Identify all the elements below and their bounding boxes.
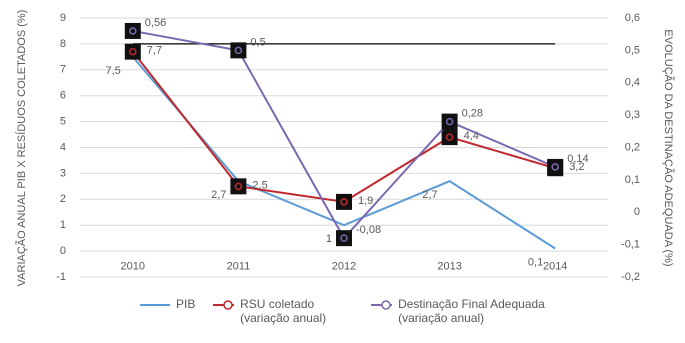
x-tick-label: 2011 (227, 261, 251, 273)
data-label: 0,14 (567, 153, 588, 165)
y-tick-label: 6 (60, 90, 66, 102)
y-tick-label: 1 (60, 219, 66, 231)
y-axis-title: VARIAÇÃO ANUAL PIB X RESÍDUOS COLETADOS … (15, 10, 28, 287)
point-marker (336, 193, 352, 210)
point-marker (336, 230, 352, 247)
point-dot (445, 133, 454, 141)
data-label: 1 (326, 233, 332, 245)
y2-tick-label: 0,4 (625, 77, 640, 89)
y2-tick-label: -0,1 (621, 239, 640, 251)
y2-axis-title: EVOLUÇÃO DA DESTINAÇÃO ADEQUADA (%) (662, 29, 675, 266)
y-tick-label: 4 (60, 141, 66, 153)
y-tick-label: 9 (60, 12, 66, 24)
y-tick-label: -1 (56, 271, 66, 283)
point-dot (129, 47, 137, 56)
legend-swatch (213, 300, 235, 310)
point-marker (124, 43, 141, 60)
x-tick-label: 2014 (543, 261, 567, 273)
point-dot (551, 163, 559, 171)
x-tick-label: 2013 (437, 261, 461, 273)
point-marker (230, 42, 247, 59)
x-tick-label: 2010 (121, 261, 145, 273)
legend-swatch (140, 304, 170, 306)
legend-marker (223, 300, 234, 310)
y2-tick-label: 0,1 (625, 174, 640, 186)
y2-tick-label: 0 (634, 206, 640, 218)
point-dot (129, 27, 137, 35)
x-tick-label: 2012 (332, 261, 356, 273)
series-line (132, 56, 556, 250)
y2-tick-label: 0,5 (625, 44, 640, 56)
y2-tick-label: -0,2 (621, 271, 640, 283)
point-marker (547, 158, 564, 175)
data-label: 0,1 (528, 256, 543, 268)
y-tick-label: 2 (60, 193, 66, 205)
data-label: 1,9 (358, 195, 373, 207)
data-label: -0,08 (356, 224, 381, 236)
legend-item: Destinação Final Adequada (variação anua… (371, 297, 561, 325)
y-tick-label: 3 (60, 167, 66, 179)
series-line (132, 51, 556, 203)
point-dot (340, 198, 348, 206)
point-dot (340, 234, 348, 242)
y2-tick-label: 0,6 (625, 12, 640, 24)
data-label: 0,56 (145, 17, 166, 29)
data-label: 7,7 (147, 45, 162, 57)
y-tick-label: 5 (60, 116, 66, 128)
legend-swatch (371, 300, 393, 310)
data-label: 7,5 (106, 65, 121, 77)
point-marker (230, 178, 247, 195)
data-label: 0,5 (250, 36, 265, 48)
legend-label: Destinação Final Adequada (variação anua… (398, 297, 545, 325)
data-label: 2,5 (252, 179, 267, 191)
data-label: 0,28 (462, 108, 483, 120)
y2-tick-label: 0,2 (625, 141, 640, 153)
point-marker (441, 113, 458, 130)
data-label: 2,7 (422, 189, 437, 201)
legend-item: RSU coletado (variação anual) (213, 297, 353, 325)
legend: PIB RSU coletado (variação anual) Destinaç… (140, 297, 561, 325)
y-tick-label: 8 (60, 38, 66, 50)
legend-item: PIB (140, 297, 195, 325)
data-label: 3,2 (569, 161, 584, 173)
legend-label: PIB (176, 297, 196, 311)
y-tick-label: 7 (60, 64, 66, 76)
point-dot (445, 117, 454, 126)
point-marker (441, 129, 458, 146)
y2-tick-label: 0,3 (625, 109, 640, 121)
point-marker (124, 22, 141, 39)
legend-marker (381, 300, 392, 310)
y-tick-label: 0 (60, 245, 66, 257)
point-dot (234, 46, 243, 55)
legend-label: RSU coletado (variação anual) (240, 297, 327, 325)
data-label: 2,7 (211, 189, 226, 201)
point-dot (234, 182, 243, 191)
